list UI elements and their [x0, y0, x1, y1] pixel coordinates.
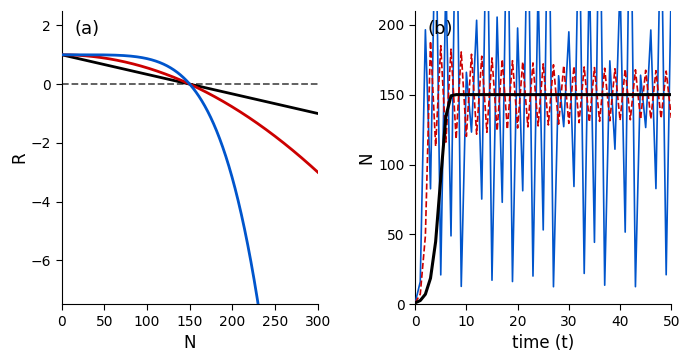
X-axis label: time (t): time (t) [512, 334, 574, 352]
X-axis label: N: N [184, 334, 196, 352]
Y-axis label: N: N [358, 151, 375, 164]
Text: (b): (b) [428, 20, 453, 38]
Y-axis label: R: R [10, 152, 28, 163]
Text: (a): (a) [75, 20, 99, 38]
